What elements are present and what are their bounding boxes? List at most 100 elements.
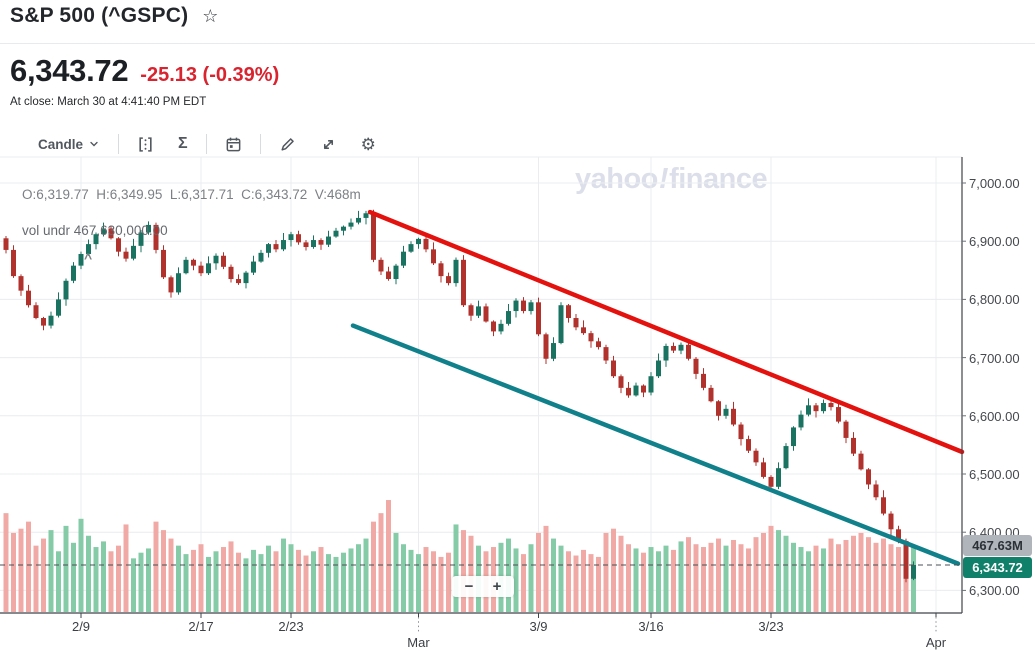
volume-bar	[603, 532, 609, 612]
page-title: S&P 500 (^GSPC)	[10, 4, 189, 27]
candle-body	[731, 408, 736, 425]
volume-bar	[101, 541, 106, 612]
candle-body	[408, 244, 414, 252]
candle-body	[843, 421, 849, 438]
volume-bar	[386, 500, 391, 612]
candle-body	[431, 249, 436, 264]
candle-body	[251, 261, 256, 273]
toolbar-divider	[205, 134, 207, 154]
volume-bar	[851, 535, 856, 612]
volume-bar	[581, 549, 586, 612]
candle-body	[401, 251, 406, 266]
collapse-caret-icon[interactable]: ^	[84, 250, 93, 266]
settings-button[interactable]: ⚙	[349, 132, 388, 156]
candle-body	[828, 402, 834, 408]
calendar-icon	[225, 136, 242, 153]
volume-bar	[378, 513, 384, 612]
header-divider	[0, 43, 1035, 44]
chevron-down-icon	[88, 138, 100, 150]
candle-body	[176, 273, 181, 293]
expand-button[interactable]	[308, 132, 349, 156]
volume-bar	[843, 539, 849, 612]
volume-bar	[26, 521, 31, 612]
volume-bar	[146, 548, 151, 612]
volume-bar	[401, 544, 406, 612]
candle-body	[78, 254, 84, 266]
candle-body	[483, 306, 489, 322]
candle-body	[198, 265, 204, 274]
candle-body	[866, 469, 871, 485]
trendline-resistance[interactable]	[367, 209, 965, 455]
date-range-button[interactable]	[213, 132, 254, 156]
candle-body	[686, 344, 691, 359]
candle-body	[836, 407, 841, 422]
candle-body	[768, 476, 774, 487]
last-price-badge: 6,343.72	[963, 557, 1032, 578]
candle-body	[378, 259, 384, 272]
volume-bar	[753, 537, 759, 612]
chart-type-dropdown[interactable]: Candle	[38, 132, 112, 156]
candle-body	[26, 290, 31, 306]
candle-body	[618, 376, 624, 388]
candle-body	[363, 213, 369, 218]
candle-body	[858, 453, 864, 470]
candle-body	[783, 446, 789, 469]
volume-bar	[573, 555, 579, 612]
candle-body	[521, 300, 526, 312]
volume-bar	[273, 551, 279, 612]
candle-body	[566, 305, 571, 319]
volume-bar	[768, 525, 774, 612]
candle-body	[461, 259, 466, 306]
candle-body	[236, 279, 241, 284]
candle-body	[206, 263, 211, 274]
candle-body	[746, 439, 751, 451]
volume-bar	[236, 552, 241, 612]
candle-body	[476, 306, 481, 316]
candle-body	[821, 402, 826, 412]
zoom-in-button[interactable]: +	[483, 576, 511, 597]
candle-body	[116, 238, 121, 252]
volume-bar	[161, 530, 166, 612]
volume-bar	[78, 518, 84, 612]
candle-body	[63, 280, 69, 300]
volume-bar	[288, 544, 294, 612]
candle-body	[48, 315, 54, 326]
volume-bar	[723, 545, 729, 612]
volume-bar	[183, 554, 189, 612]
indicators-button[interactable]: Σ	[166, 132, 200, 156]
trendline-support[interactable]	[350, 323, 961, 566]
current-price: 6,343.72	[10, 53, 129, 88]
candle-body	[288, 234, 294, 241]
market-status: At close: March 30 at 4:41:40 PM EDT	[10, 96, 207, 108]
volume-bar	[281, 538, 286, 612]
candle-body	[498, 323, 504, 332]
candle-body	[536, 302, 541, 335]
interval-button[interactable]	[125, 132, 166, 156]
volume-bar	[423, 547, 429, 612]
candle-body	[318, 240, 324, 245]
candle-body	[311, 240, 316, 248]
draw-button[interactable]	[267, 132, 308, 156]
volume-bar	[371, 521, 376, 612]
volume-bar	[836, 544, 841, 612]
candle-body	[213, 255, 219, 264]
sigma-indicators-icon: Σ	[178, 135, 188, 152]
volume-bar	[333, 556, 339, 612]
candle-body	[18, 276, 24, 291]
zoom-out-button[interactable]: −	[455, 576, 483, 597]
candle-body	[513, 300, 519, 312]
gear-icon: ⚙	[360, 134, 376, 154]
volume-bar	[596, 556, 601, 612]
candle-body	[693, 358, 699, 374]
volume-bar	[258, 554, 264, 612]
candle-body	[71, 265, 76, 281]
candle-body	[888, 513, 894, 530]
candle-body	[761, 462, 766, 477]
volume-bar	[828, 538, 834, 612]
favorite-star-icon[interactable]: ☆	[202, 6, 219, 26]
volume-bar	[446, 552, 451, 612]
volume-bar	[761, 532, 766, 612]
candle-body	[423, 238, 429, 250]
volume-bar	[738, 544, 744, 612]
